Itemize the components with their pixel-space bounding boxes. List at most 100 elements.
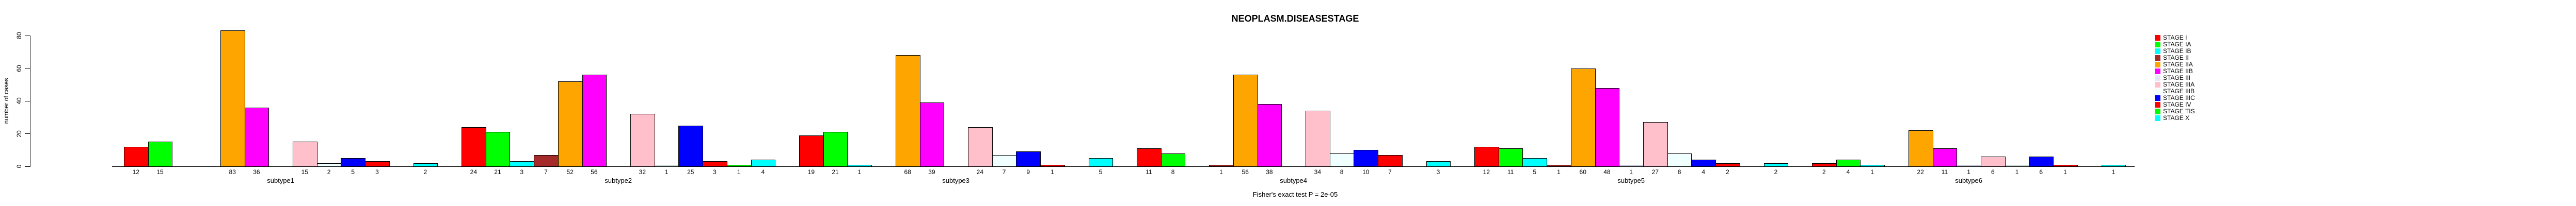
bar-value-label: 5 <box>1533 168 1537 176</box>
legend-swatch <box>2155 35 2160 41</box>
bar <box>968 127 993 167</box>
bar-value-label: 10 <box>1362 168 1370 176</box>
bar-value-label: 1 <box>2063 168 2067 176</box>
bar <box>1209 164 1234 167</box>
bar <box>1715 163 1740 167</box>
legend-swatch <box>2155 68 2160 74</box>
bar <box>1570 68 1596 167</box>
y-axis-tick-label: 80 <box>15 32 23 39</box>
bar-value-label: 1 <box>1051 168 1054 176</box>
bar-value-label: 12 <box>132 168 140 176</box>
bar-value-label: 5 <box>351 168 355 176</box>
legend-label: STAGE IIB <box>2163 67 2193 75</box>
bar <box>1812 163 1837 167</box>
bar-value-label: 11 <box>1146 168 1152 176</box>
legend-label: STAGE TIS <box>2163 107 2195 115</box>
bar-value-label: 4 <box>761 168 765 176</box>
bar <box>895 55 920 167</box>
bar <box>1981 156 2006 167</box>
y-axis-tick <box>25 133 30 134</box>
bar <box>1860 164 1885 167</box>
legend-label: STAGE III <box>2163 74 2191 81</box>
bar <box>1763 163 1789 167</box>
bar <box>1160 153 1186 167</box>
bar <box>1932 148 1958 167</box>
bar-value-label: 24 <box>470 168 478 176</box>
bar-value-label: 36 <box>253 168 260 176</box>
group-label: subtype4 <box>1280 177 1308 184</box>
bar-value-label: 4 <box>1702 168 1706 176</box>
bar-value-label: 39 <box>928 168 935 176</box>
bar-value-label: 19 <box>807 168 815 176</box>
legend-label: STAGE IIIB <box>2163 87 2195 95</box>
legend-swatch <box>2155 95 2160 101</box>
bar-value-label: 48 <box>1603 168 1611 176</box>
bar-value-label: 8 <box>1677 168 1681 176</box>
bar <box>1016 151 1041 167</box>
bar-value-label: 7 <box>1388 168 1392 176</box>
bar-value-label: 15 <box>301 168 309 176</box>
bar <box>413 163 438 167</box>
bar-value-label: 2 <box>327 168 331 176</box>
legend-swatch <box>2155 41 2160 47</box>
bar-value-label: 1 <box>737 168 741 176</box>
legend-label: STAGE IIIC <box>2163 94 2195 101</box>
group-label: subtype6 <box>1955 177 1983 184</box>
bar <box>485 132 511 167</box>
bar-value-label: 3 <box>375 168 379 176</box>
bar <box>1619 164 1644 167</box>
bar-value-label: 3 <box>713 168 717 176</box>
legend-label: STAGE IA <box>2163 40 2191 48</box>
y-axis-tick-label: 0 <box>15 164 23 168</box>
bar <box>365 161 390 167</box>
bar <box>293 142 317 167</box>
bar-value-label: 1 <box>2111 168 2116 176</box>
bar-value-label: 25 <box>687 168 694 176</box>
y-axis-tick-label: 40 <box>15 97 23 105</box>
legend-swatch <box>2155 48 2160 54</box>
bar-value-label: 7 <box>1002 168 1006 176</box>
bar-value-label: 4 <box>1846 168 1850 176</box>
legend-swatch <box>2155 115 2160 121</box>
bar <box>1836 160 1861 167</box>
bar <box>751 160 776 167</box>
bar-value-label: 3 <box>1436 168 1440 176</box>
bar <box>1498 148 1523 167</box>
bar <box>654 164 679 167</box>
bar-value-label: 1 <box>1967 168 1970 176</box>
bar-value-label: 2 <box>423 168 427 176</box>
bar-value-label: 11 <box>1507 168 1514 176</box>
bar <box>1306 111 1330 167</box>
bar-value-label: 1 <box>1629 168 1633 176</box>
legend-swatch <box>2155 101 2160 108</box>
bar-value-label: 7 <box>544 168 548 176</box>
bar <box>1474 146 1499 167</box>
bar-value-label: 1 <box>2015 168 2019 176</box>
bar-value-label: 52 <box>566 168 574 176</box>
bar <box>124 146 149 167</box>
legend-label: STAGE I <box>2163 33 2187 41</box>
bar <box>148 142 173 167</box>
bar <box>1329 153 1355 167</box>
bar <box>462 127 486 167</box>
group-label: subtype1 <box>267 177 295 184</box>
x-axis-baseline <box>112 166 2135 167</box>
group-label: subtype5 <box>1617 177 1645 184</box>
bar-value-label: 56 <box>591 168 598 176</box>
legend-swatch <box>2155 88 2160 94</box>
bar <box>1957 164 1981 167</box>
bar-value-label: 22 <box>1917 168 1924 176</box>
bar <box>1378 154 1403 167</box>
bar-value-label: 3 <box>520 168 524 176</box>
legend-swatch <box>2155 81 2160 88</box>
legend-swatch <box>2155 55 2160 61</box>
bar <box>1137 148 1162 167</box>
bar <box>919 102 945 167</box>
bar-value-label: 12 <box>1483 168 1490 176</box>
bar-value-label: 21 <box>494 168 501 176</box>
bar <box>847 164 872 167</box>
chart-title: NEOPLASM.DISEASESTAGE <box>1231 13 1359 24</box>
bar-value-label: 1 <box>1870 168 1874 176</box>
legend-swatch <box>2155 75 2160 81</box>
bar-value-label: 56 <box>1242 168 1249 176</box>
